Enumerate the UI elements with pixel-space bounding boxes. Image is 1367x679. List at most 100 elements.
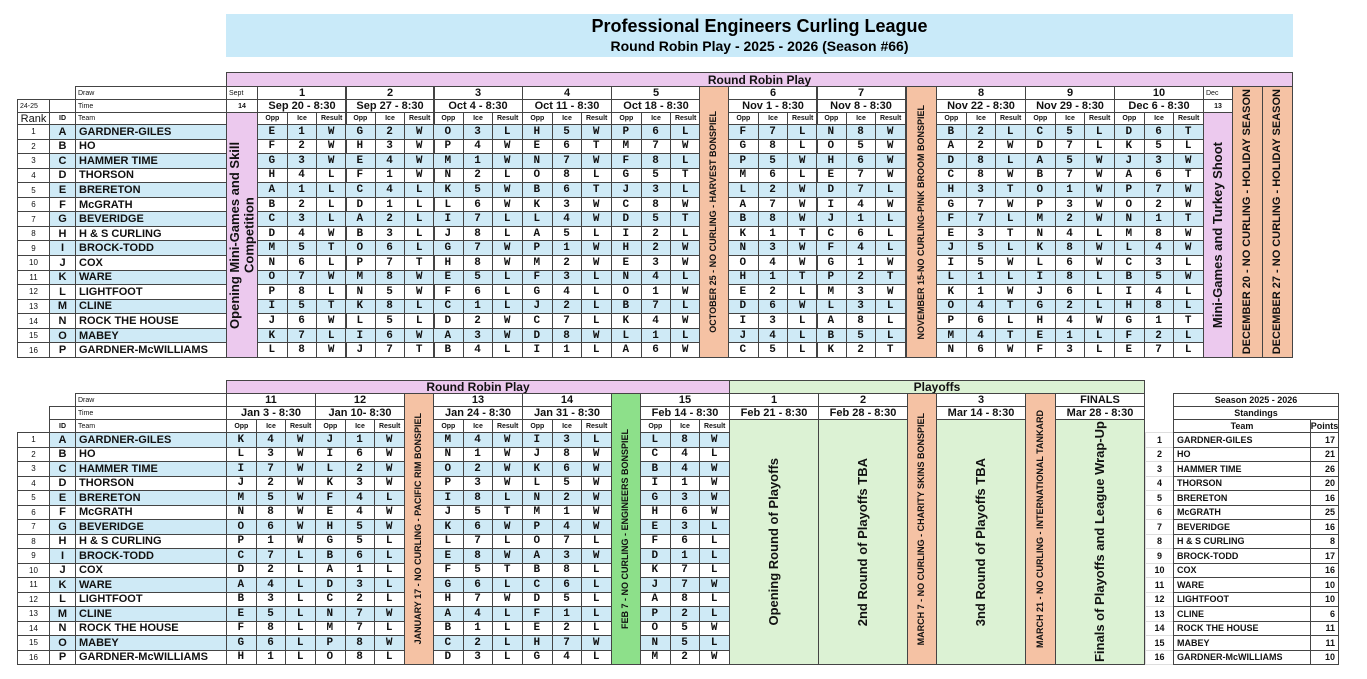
no-curling-dec20: DECEMBER 20 - NO CURLING - HOLIDAY SEASO… — [1232, 86, 1263, 358]
game-opp-ice-result: C7L — [533, 315, 623, 328]
team-name: HAMMER TIME — [75, 461, 227, 477]
team-id: D — [49, 475, 76, 491]
rank-cell: 10 — [17, 255, 50, 271]
game-opp-ice-result: I4W — [827, 198, 917, 211]
game-opp-ice-result: A3W — [444, 329, 534, 342]
no-curling-dec27-label: DECEMBER 27 - NO CURLING - HOLIDAY SEASO… — [1271, 89, 1284, 355]
draw-number: 7 — [816, 86, 906, 100]
team-name: HO — [75, 138, 227, 155]
game-opp-ice-result: H4W — [1036, 315, 1126, 328]
page-title: Professional Engineers Curling League — [591, 16, 928, 36]
game-opp-ice-result: G4L — [533, 651, 623, 664]
standings-position: 1 — [1145, 432, 1174, 448]
col-header-ice: Ice — [344, 419, 376, 433]
playoff-round-label: 3nd Round of Playoffs TBA — [972, 457, 988, 627]
game-opp-ice-result: H5W — [533, 125, 623, 138]
game-opp-ice-result: A4L — [444, 607, 534, 620]
draw-number: 12 — [315, 393, 405, 407]
game-opp-ice-result: L5W — [533, 477, 623, 490]
game-opp-ice-result: M3W — [827, 285, 917, 298]
game-opp-ice-result: A8L — [651, 593, 741, 606]
draw-time: Oct 11 - 8:30 — [522, 99, 612, 113]
col-header-result: Result — [492, 419, 523, 433]
rank-cell: 7 — [17, 211, 50, 227]
game-opp-ice-result: M7W — [622, 140, 712, 153]
standings-team: GARDNER-GILES — [1173, 432, 1311, 448]
standings-position: 9 — [1145, 548, 1174, 564]
game-opp-ice-result: G1W — [827, 256, 917, 269]
game-opp-ice-result: D6W — [739, 300, 829, 313]
team-id: H — [49, 225, 76, 242]
game-opp-ice-result: J5T — [444, 506, 534, 519]
draw-label: Draw — [75, 393, 227, 407]
game-opp-ice-result: E4W — [326, 506, 416, 519]
draw-time: Jan 10- 8:30 — [315, 406, 405, 420]
playoffs-band: Playoffs — [729, 380, 1145, 394]
game-opp-ice-result: P6L — [622, 125, 712, 138]
team-id: F — [49, 504, 76, 520]
game-opp-ice-result: N8W — [827, 125, 917, 138]
game-result-cell — [316, 342, 347, 358]
game-opp-ice-result: H1L — [237, 651, 327, 664]
game-opp-ice-result: N1T — [1125, 213, 1215, 226]
no-curling-oct25-label: OCTOBER 25 - NO CURLING - HARVEST BONSPI… — [708, 111, 719, 333]
standings-points: 17 — [1310, 432, 1339, 448]
standings-position: 10 — [1145, 562, 1174, 578]
game-opp-ice-result: L4W — [1125, 242, 1215, 255]
draw-time: Jan 24 - 8:30 — [433, 406, 523, 420]
game-opp-ice-result: K3W — [533, 198, 623, 211]
game-opp-ice-result: M7L — [326, 622, 416, 635]
game-opp-ice-result: L5L — [356, 315, 446, 328]
game-opp-ice-result: F6L — [444, 285, 534, 298]
game-opp-ice-result: G2W — [356, 125, 446, 138]
game-opp-ice-result: L6W — [1036, 256, 1126, 269]
game-opp-ice-result: G3W — [268, 154, 358, 167]
game-opp-ice-result: M8W — [1125, 227, 1215, 240]
game-opp-ice-result: K5L — [1125, 140, 1215, 153]
game-opp-ice-result: G8L — [739, 140, 829, 153]
game-opp-ice-result: A2L — [356, 213, 446, 226]
game-opp-ice-result: O5W — [827, 140, 917, 153]
game-opp-ice-result: G7W — [444, 242, 534, 255]
game-opp-ice-result: F4L — [326, 491, 416, 504]
team-id: G — [49, 519, 76, 535]
game-opp-ice-result: M4W — [444, 433, 534, 446]
rank-cell: 13 — [17, 606, 50, 622]
game-opp-ice-result: K5W — [444, 184, 534, 196]
game-opp-ice-result: O4W — [739, 256, 829, 269]
playoff-draw: 3 — [936, 393, 1026, 407]
col-header-opp: Opp — [522, 419, 553, 433]
rank-cell: 2 — [17, 446, 50, 462]
draw-time: Nov 1 - 8:30 — [728, 99, 818, 113]
rank-cell: 13 — [17, 298, 50, 315]
game-opp-ice-result: O5W — [651, 622, 741, 635]
draw-number: 2 — [345, 86, 435, 100]
game-opp-ice-result: C8W — [622, 198, 712, 211]
game-opp-ice-result: B3L — [237, 593, 327, 606]
game-opp-ice-result: K1W — [947, 285, 1037, 298]
game-opp-ice-result: H3T — [947, 184, 1037, 196]
standings-points: 10 — [1310, 577, 1339, 593]
team-name: CLINE — [75, 606, 227, 622]
rank-cell: 14 — [17, 620, 50, 636]
playoff-round: 2nd Round of Playoffs TBA — [818, 419, 908, 665]
game-opp-ice-result: K7L — [651, 564, 741, 577]
game-opp-ice-result: K6W — [533, 462, 623, 475]
game-opp-ice-result: N6W — [947, 344, 1037, 357]
game-opp-ice-result: H8L — [1125, 300, 1215, 313]
game-opp-ice-result: G6L — [237, 636, 327, 649]
team-name: BROCK-TODD — [75, 240, 227, 257]
col-header-result: Result — [699, 419, 730, 433]
game-opp-ice-result: N7W — [326, 607, 416, 620]
standings-position: 2 — [1145, 446, 1174, 462]
team-id: C — [49, 153, 76, 169]
rank-cell: 11 — [17, 577, 50, 593]
game-opp-ice-result: E7L — [1125, 344, 1215, 357]
team-name: THORSON — [75, 167, 227, 184]
game-opp-ice-result: I6W — [326, 448, 416, 461]
draw-time: Feb 14 - 8:30 — [640, 406, 730, 420]
game-opp-ice-result: C2L — [444, 636, 534, 649]
standings-points: 25 — [1310, 504, 1339, 520]
game-opp-ice-result: B6T — [533, 184, 623, 196]
